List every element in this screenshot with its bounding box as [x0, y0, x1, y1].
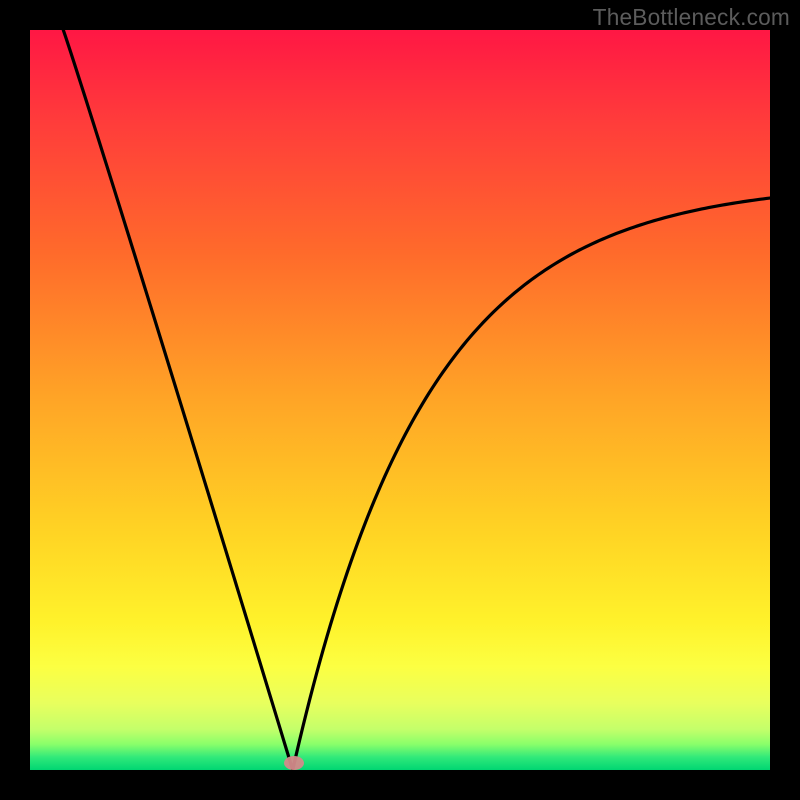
plot-background: [30, 30, 770, 770]
chart-root: TheBottleneck.com: [0, 0, 800, 800]
bottleneck-plot: [30, 30, 770, 770]
watermark-text: TheBottleneck.com: [593, 4, 790, 31]
optimum-marker: [284, 756, 304, 770]
